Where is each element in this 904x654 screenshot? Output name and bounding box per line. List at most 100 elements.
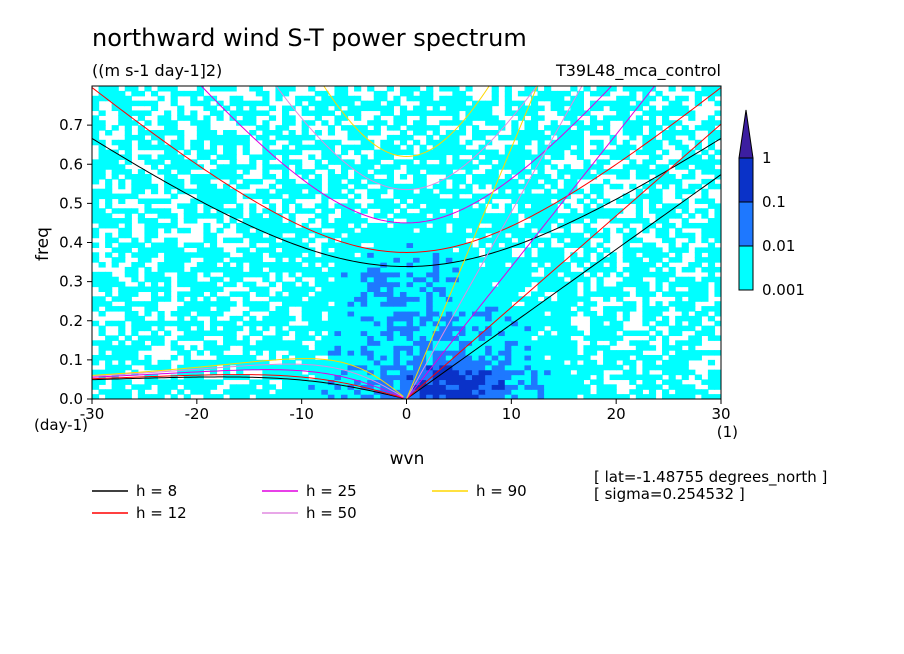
heatmap-cell [707, 120, 716, 126]
heatmap-cell [439, 389, 447, 395]
heatmap-cell [92, 120, 100, 126]
heatmap-cell [308, 178, 316, 185]
heatmap-cell [229, 178, 237, 185]
heatmap-cell [255, 286, 263, 293]
heatmap-cell [406, 291, 414, 297]
heatmap-cell [118, 105, 126, 112]
heatmap-cell [662, 276, 670, 283]
heatmap-cell [92, 276, 100, 283]
heatmap-cell [327, 208, 336, 214]
heatmap-cell [131, 266, 139, 273]
heatmap-cell [137, 345, 146, 351]
heatmap-cell [301, 384, 309, 390]
heatmap-cell [124, 149, 132, 156]
heatmap-cell [694, 291, 702, 297]
heatmap-cell [393, 350, 401, 356]
heatmap-cell [282, 174, 290, 180]
heatmap-cell [157, 130, 165, 136]
heatmap-cell [413, 310, 421, 317]
heatmap-cell [275, 276, 283, 283]
heatmap-cell [550, 178, 558, 185]
heatmap-cell [472, 310, 480, 317]
heatmap-cell [288, 134, 296, 141]
heatmap-cell [642, 291, 650, 297]
heatmap-cell [426, 310, 434, 317]
heatmap-cell [386, 350, 394, 356]
heatmap-cell [242, 218, 250, 224]
heatmap-cell [249, 208, 257, 214]
heatmap-cell [275, 364, 283, 371]
heatmap-cell [557, 325, 565, 332]
heatmap-cell [465, 301, 473, 307]
heatmap-cell [177, 178, 185, 185]
heatmap-cell [131, 242, 139, 248]
heatmap-cell [360, 159, 368, 165]
heatmap-cell [399, 301, 408, 307]
heatmap-cell [262, 139, 270, 146]
heatmap-cell [629, 281, 637, 288]
heatmap-cell [491, 340, 499, 346]
heatmap-cell [537, 384, 545, 390]
heatmap-cell [583, 384, 591, 390]
heatmap-cell [262, 149, 270, 156]
heatmap-cell [701, 237, 709, 244]
heatmap-cell [347, 159, 355, 165]
heatmap-cell [642, 384, 650, 390]
heatmap-cell [701, 222, 709, 229]
heatmap-cell [321, 379, 329, 385]
heatmap-cell [275, 262, 283, 268]
heatmap-cell [268, 394, 277, 399]
heatmap-cell [196, 379, 204, 385]
heatmap-cell [334, 394, 342, 399]
heatmap-cell [190, 286, 198, 293]
heatmap-cell [295, 286, 303, 293]
heatmap-cell [537, 262, 545, 268]
heatmap-cell [98, 218, 106, 224]
heatmap-cell [530, 208, 539, 214]
heatmap-cell [268, 335, 277, 341]
heatmap-cell [367, 301, 375, 307]
heatmap-cell [164, 169, 172, 175]
heatmap-cell [360, 281, 368, 288]
heatmap-cell [452, 218, 460, 224]
heatmap-cell [504, 335, 512, 341]
heatmap-cell [458, 301, 467, 307]
heatmap-cell [386, 154, 394, 160]
heatmap-cell [334, 384, 342, 390]
heatmap-cell [445, 208, 453, 214]
heatmap-cell [229, 266, 237, 273]
heatmap-cell [413, 330, 421, 337]
heatmap-cell [301, 389, 309, 395]
heatmap-cell [485, 306, 493, 312]
heatmap-cell [196, 183, 204, 190]
heatmap-cell [340, 330, 349, 337]
heatmap-cell [563, 330, 571, 337]
heatmap-cell [498, 320, 506, 327]
heatmap-cell [98, 174, 106, 180]
heatmap-cell [570, 208, 578, 214]
heatmap-cell [616, 374, 624, 381]
heatmap-cell [255, 213, 263, 219]
heatmap-cell [347, 325, 355, 332]
heatmap-cell [413, 335, 421, 341]
heatmap-cell [282, 237, 290, 244]
heatmap-cell [662, 252, 670, 258]
heatmap-cell [111, 247, 119, 253]
heatmap-cell [327, 257, 336, 263]
heatmap-cell [124, 120, 132, 126]
heatmap-cell [544, 86, 552, 92]
heatmap-cell [314, 266, 322, 273]
heatmap-cell [288, 130, 296, 136]
heatmap-cell [478, 100, 486, 107]
heatmap-cell [229, 315, 237, 322]
heatmap-cell [603, 198, 611, 204]
heatmap-cell [472, 364, 480, 371]
heatmap-cell [675, 110, 683, 116]
heatmap-cell [321, 271, 329, 278]
heatmap-cell [268, 252, 277, 258]
heatmap-cell [98, 296, 106, 302]
heatmap-cell [373, 325, 381, 332]
heatmap-cell [314, 325, 322, 332]
heatmap-cell [354, 174, 362, 180]
heatmap-cell [124, 208, 132, 214]
